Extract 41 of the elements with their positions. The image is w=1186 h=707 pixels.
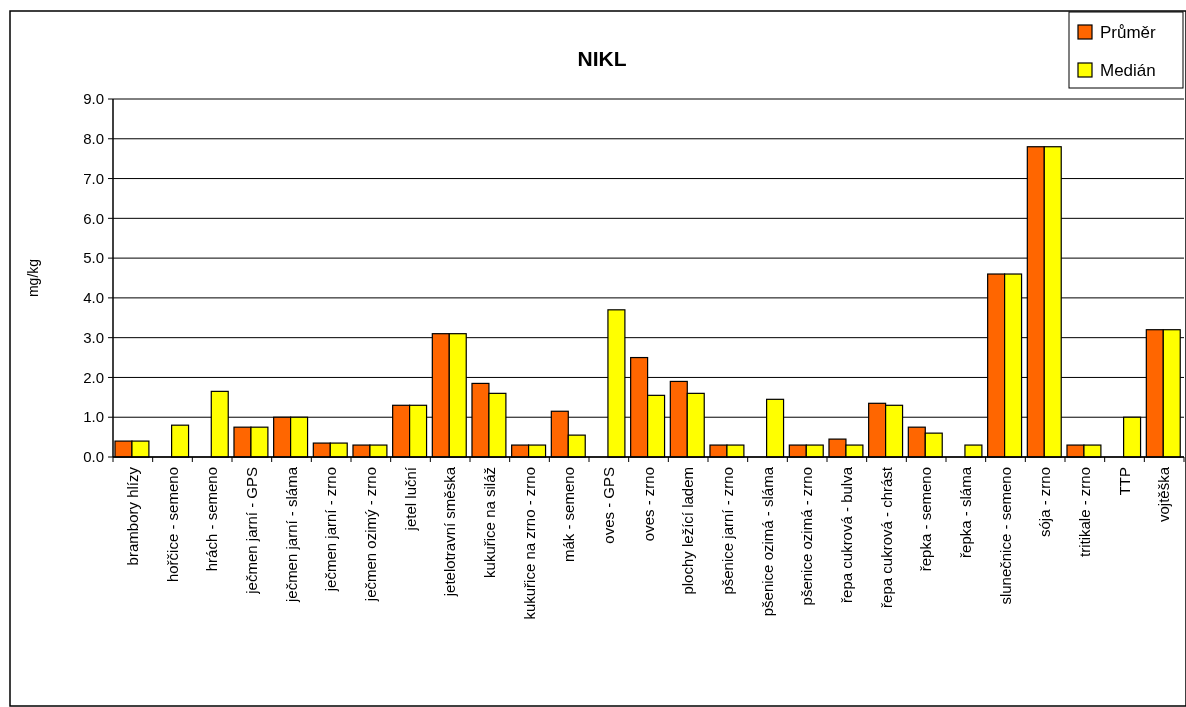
x-tick-label: vojtěška — [1155, 466, 1173, 523]
y-tick-label: 1.0 — [83, 408, 104, 426]
x-tick-label: řepka - sláma — [957, 466, 975, 558]
x-tick-label: jetelotravní směska — [441, 466, 459, 598]
x-tick-label: řepa cukrová - bulva — [838, 466, 856, 603]
x-tick-label: oves - zrno — [639, 467, 657, 542]
y-tick-label: 2.0 — [83, 368, 104, 386]
legend-label: Průměr — [1100, 22, 1157, 42]
y-tick-label: 7.0 — [83, 169, 104, 187]
x-tick-label: kukuřice na zrno - zrno — [520, 467, 538, 620]
x-tick-label: brambory hlízy — [124, 466, 142, 566]
x-tick-label: slunečnice - semeno — [996, 467, 1014, 605]
y-tick-label: 5.0 — [83, 249, 104, 267]
chart-title: NIKL — [577, 47, 627, 70]
y-axis-title: mg/kg — [25, 258, 41, 298]
x-tick-label: ječmen jarní - zrno — [322, 467, 340, 593]
y-tick-label: 3.0 — [83, 328, 104, 346]
y-tick-label: 4.0 — [83, 289, 104, 307]
x-tick-label: tritikale - zrno — [1076, 467, 1094, 558]
x-tick-label: pšenice jarní - zrno — [719, 467, 737, 595]
x-tick-label: hrách - semeno — [203, 467, 221, 572]
x-tick-label: pšenice ozimá - sláma — [758, 466, 776, 617]
x-tick-label: mák - semeno — [560, 467, 578, 563]
x-tick-label: pšenice ozimá - zrno — [798, 467, 816, 606]
y-tick-label: 9.0 — [83, 90, 104, 108]
x-tick-label: kukuřice na siláž — [481, 467, 499, 578]
y-tick-label: 0.0 — [83, 448, 104, 466]
x-tick-label: ječmen jarní - sláma — [282, 466, 300, 604]
x-tick-label: ječmen ozimý - zrno — [362, 467, 380, 603]
x-tick-label: ječmen jarní - GPS — [243, 467, 261, 595]
x-tick-label: TTP — [1115, 467, 1133, 496]
x-tick-label: řepka - semeno — [917, 467, 935, 572]
x-tick-label: řepa cukrová - chrást — [877, 466, 895, 608]
y-tick-label: 8.0 — [83, 130, 104, 148]
x-tick-label: sója - zrno — [1036, 467, 1054, 538]
x-tick-label: oves - GPS — [600, 467, 618, 544]
x-tick-label: jetel luční — [401, 466, 419, 532]
y-tick-label: 6.0 — [83, 209, 104, 227]
x-tick-label: hořčice - semeno — [163, 467, 181, 583]
legend-label: Medián — [1100, 60, 1156, 80]
x-tick-label: plochy ležící ladem — [679, 467, 697, 595]
